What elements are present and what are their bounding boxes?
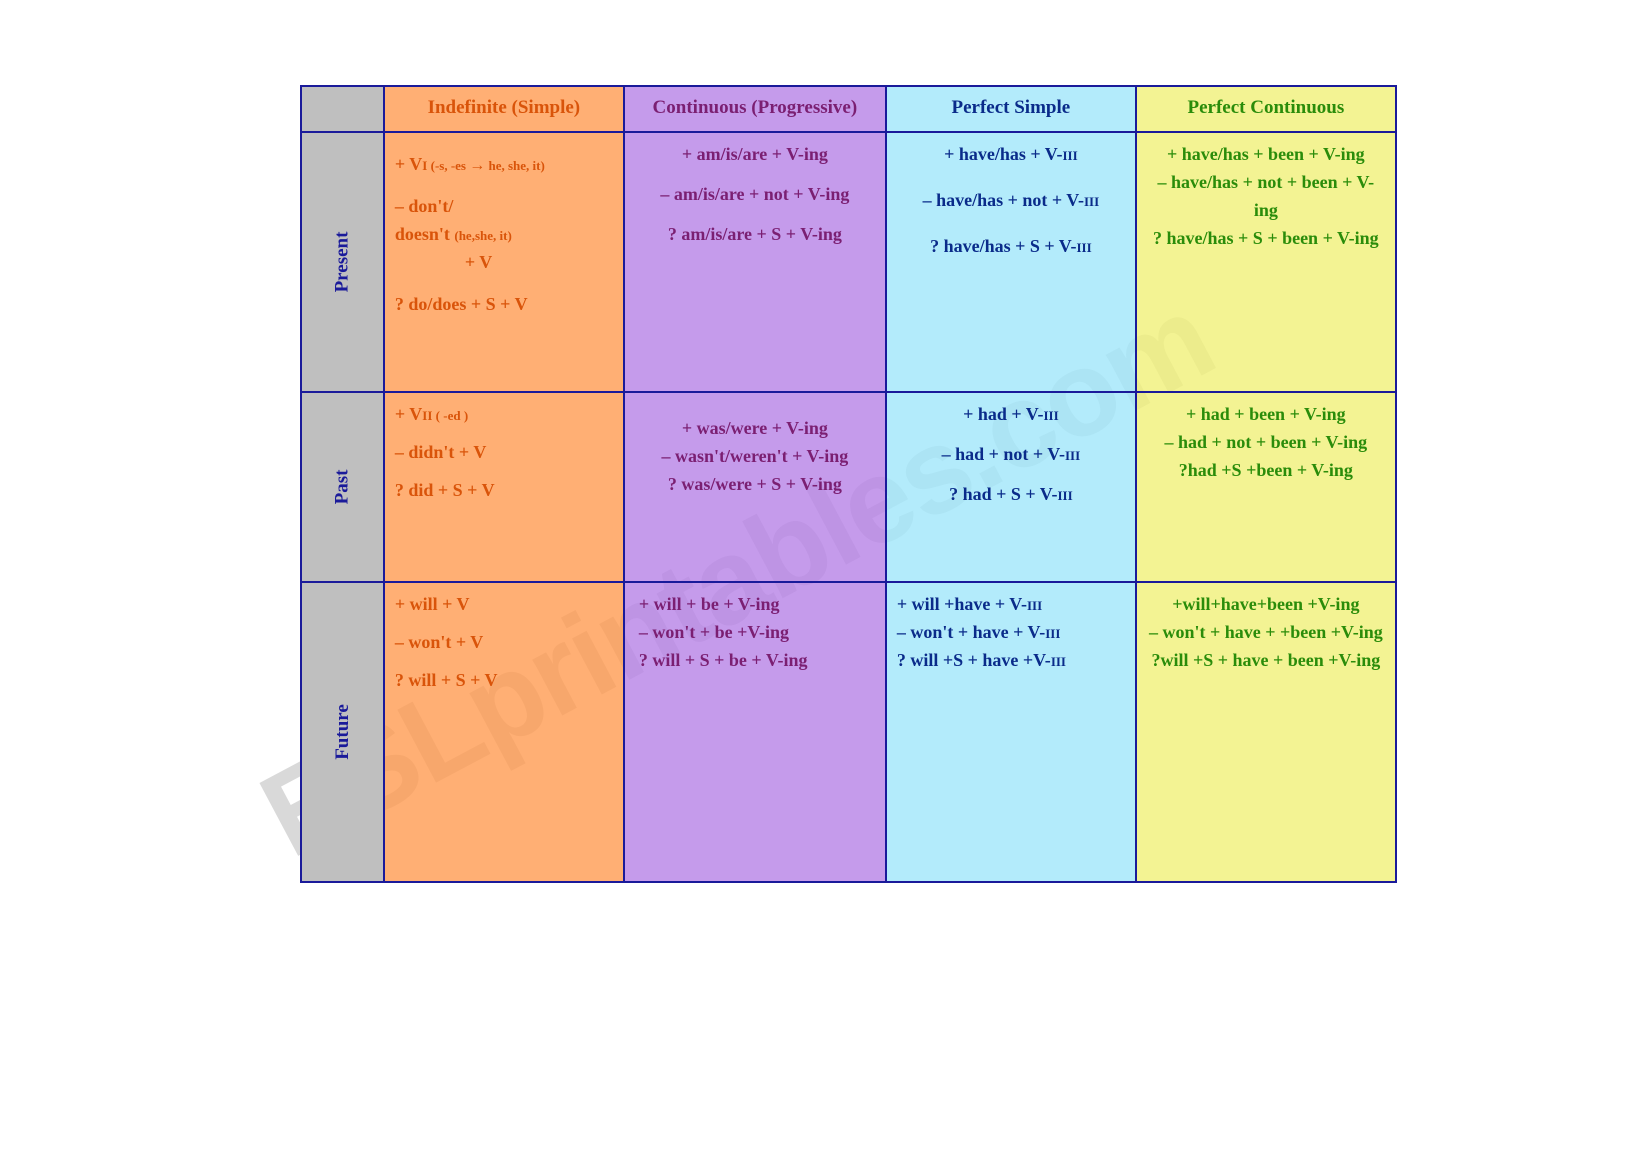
txt: ? will +S + have +V- <box>897 650 1051 670</box>
txt: II <box>422 408 432 423</box>
cell-present-continuous: + am/is/are + V-ing – am/is/are + not + … <box>624 132 886 392</box>
txt: + have/has + been + V-ing <box>1147 141 1385 169</box>
txt: + will +have + V- <box>897 594 1027 614</box>
txt: ?had +S +been + V-ing <box>1147 457 1385 485</box>
txt: he, she, it) <box>485 158 545 173</box>
txt: III <box>1027 598 1042 613</box>
col-header-perfect-continuous: Perfect Continuous <box>1136 86 1396 132</box>
txt: – won't + V <box>395 629 613 657</box>
txt: ( -ed ) <box>432 408 468 423</box>
txt: III <box>1051 654 1066 669</box>
txt: ? do/does + S + V <box>395 291 613 319</box>
txt: – had + not + been + V-ing <box>1147 429 1385 457</box>
txt: doesn't <box>395 224 455 244</box>
txt: + V <box>395 154 422 174</box>
col-header-continuous: Continuous (Progressive) <box>624 86 886 132</box>
txt: – won't + have + +been +V-ing <box>1147 619 1385 647</box>
txt: (he,she, it) <box>454 228 511 243</box>
row-label-present-text: Present <box>331 232 353 293</box>
txt: III <box>1057 488 1072 503</box>
txt: III <box>1062 148 1077 163</box>
txt: – don't/ <box>395 193 613 221</box>
txt: – had + not + V- <box>942 444 1065 464</box>
txt: + V <box>395 249 613 277</box>
txt: III <box>1065 448 1080 463</box>
txt: – won't + have + V- <box>897 622 1045 642</box>
txt: ? am/is/are + S + V-ing <box>635 221 875 249</box>
txt: III <box>1084 194 1099 209</box>
row-label-present: Present <box>301 132 384 392</box>
cell-future-continuous: + will + be + V-ing – won't + be +V-ing … <box>624 582 886 882</box>
txt: – have/has + not + V- <box>923 190 1084 210</box>
txt: III <box>1045 626 1060 641</box>
cell-past-perfect: + had + V-III – had + not + V-III ? had … <box>886 392 1136 582</box>
txt: III <box>1043 408 1058 423</box>
tenses-table-container: Indefinite (Simple) Continuous (Progress… <box>300 85 1397 883</box>
cell-past-continuous: + was/were + V-ing – wasn't/weren't + V-… <box>624 392 886 582</box>
row-label-past-text: Past <box>331 470 353 505</box>
txt: ? was/were + S + V-ing <box>635 471 875 499</box>
cell-present-indefinite: + VI (-s, -es → he, she, it) – don't/ do… <box>384 132 624 392</box>
txt: + had + been + V-ing <box>1147 401 1385 429</box>
row-present: Present + VI (-s, -es → he, she, it) – d… <box>301 132 1396 392</box>
cell-future-perfect: + will +have + V-III – won't + have + V-… <box>886 582 1136 882</box>
tenses-table: Indefinite (Simple) Continuous (Progress… <box>300 85 1397 883</box>
txt: + will + V <box>395 591 613 619</box>
txt: ? have/has + S + been + V-ing <box>1147 225 1385 253</box>
cell-past-perfect-continuous: + had + been + V-ing – had + not + been … <box>1136 392 1396 582</box>
col-header-indefinite: Indefinite (Simple) <box>384 86 624 132</box>
txt: ? have/has + S + V- <box>930 236 1076 256</box>
row-label-future-text: Future <box>331 704 353 760</box>
txt: ?will +S + have + been +V-ing <box>1147 647 1385 675</box>
txt: – have/has + not + been + V-ing <box>1147 169 1385 225</box>
txt: – won't + be +V-ing <box>639 619 875 647</box>
cell-future-indefinite: + will + V – won't + V ? will + S + V <box>384 582 624 882</box>
header-row: Indefinite (Simple) Continuous (Progress… <box>301 86 1396 132</box>
cell-present-perfect-continuous: + have/has + been + V-ing – have/has + n… <box>1136 132 1396 392</box>
txt: ? will + S + be + V-ing <box>639 647 875 675</box>
txt: + had + V- <box>963 404 1043 424</box>
txt: + will + be + V-ing <box>639 591 875 619</box>
row-future: Future + will + V – won't + V ? will + S… <box>301 582 1396 882</box>
txt: +will+have+been +V-ing <box>1147 591 1385 619</box>
row-label-future: Future <box>301 582 384 882</box>
cell-past-indefinite: + VII ( -ed ) – didn't + V ? did + S + V <box>384 392 624 582</box>
txt: + have/has + V- <box>944 144 1062 164</box>
txt: (-s, -es <box>427 158 469 173</box>
txt: ? had + S + V- <box>949 484 1057 504</box>
txt: + was/were + V-ing <box>635 415 875 443</box>
txt: ? will + S + V <box>395 667 613 695</box>
row-past: Past + VII ( -ed ) – didn't + V ? did + … <box>301 392 1396 582</box>
txt: III <box>1076 240 1091 255</box>
txt: + am/is/are + V-ing <box>635 141 875 169</box>
col-header-perfect: Perfect Simple <box>886 86 1136 132</box>
txt: – wasn't/weren't + V-ing <box>635 443 875 471</box>
txt: ? did + S + V <box>395 477 613 505</box>
corner-cell <box>301 86 384 132</box>
arrow-icon: → <box>469 157 485 174</box>
txt: – didn't + V <box>395 439 613 467</box>
cell-future-perfect-continuous: +will+have+been +V-ing – won't + have + … <box>1136 582 1396 882</box>
txt: – am/is/are + not + V-ing <box>635 181 875 209</box>
txt: + V <box>395 404 422 424</box>
cell-present-perfect: + have/has + V-III – have/has + not + V-… <box>886 132 1136 392</box>
row-label-past: Past <box>301 392 384 582</box>
